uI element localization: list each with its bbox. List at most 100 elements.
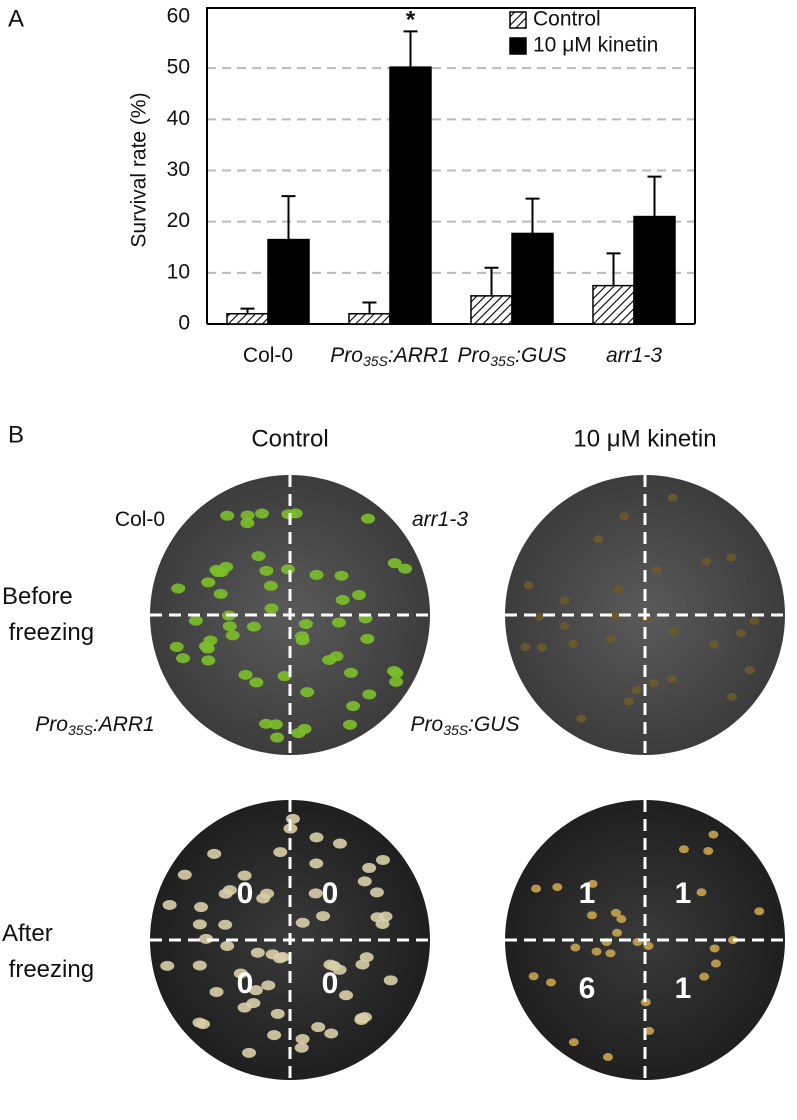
seedling <box>265 949 280 960</box>
seedling <box>667 493 678 502</box>
seedling <box>523 581 534 590</box>
bar <box>592 284 635 325</box>
seedling <box>545 978 556 987</box>
seedling <box>378 911 393 922</box>
y-tick-label: 60 <box>167 5 190 28</box>
seedling <box>640 998 651 1007</box>
seedling <box>334 570 349 581</box>
seedling <box>268 719 283 730</box>
seedling <box>309 832 324 843</box>
seedling <box>375 854 390 865</box>
photos <box>150 475 785 1080</box>
seedling <box>201 577 216 588</box>
seedling <box>699 972 710 981</box>
seedling <box>281 509 296 520</box>
bar <box>470 295 513 325</box>
seedling <box>651 565 662 574</box>
seedling <box>322 654 337 665</box>
seedling <box>308 888 323 899</box>
seedling <box>623 697 634 706</box>
seedling <box>298 618 313 629</box>
seedling <box>612 928 623 937</box>
error-bar <box>403 30 418 68</box>
seedling <box>222 621 237 632</box>
genotype-label: Pro35S:ARR1 <box>35 713 154 738</box>
seedling <box>389 676 404 687</box>
y-tick-label: 0 <box>178 312 190 335</box>
seedling <box>300 687 315 698</box>
seedling <box>323 959 338 970</box>
seedling <box>710 959 721 968</box>
row-label: After freezing <box>2 920 94 983</box>
survivor-count: 6 <box>579 972 596 1005</box>
error-bar <box>647 175 662 217</box>
seedling <box>351 590 366 601</box>
legend-swatch <box>509 37 527 55</box>
seedling <box>520 643 531 652</box>
seedling <box>667 674 678 683</box>
seedling <box>264 603 279 614</box>
column-heading: Control <box>251 425 328 452</box>
plot-frame <box>206 7 696 324</box>
seedling <box>192 960 207 971</box>
seedling <box>619 512 630 521</box>
seedling <box>605 634 616 643</box>
seedling <box>171 583 186 594</box>
seedling <box>536 643 547 652</box>
seedling <box>222 885 237 896</box>
seedling <box>267 1030 282 1041</box>
seedling <box>220 941 235 952</box>
legend-label: 10 μM kinetin <box>533 34 658 57</box>
seedling <box>169 641 184 652</box>
panel-label: A <box>8 5 24 32</box>
seedling <box>176 653 191 664</box>
seedling <box>528 972 539 981</box>
error-bar <box>240 307 255 314</box>
seedling <box>309 858 324 869</box>
seedling <box>203 635 218 646</box>
seedling <box>209 564 224 575</box>
y-axis-label: Survival rate (%) <box>128 92 151 247</box>
x-tick-label: Col-0 <box>243 344 293 367</box>
seedling <box>249 677 264 688</box>
seedling <box>727 936 738 945</box>
row-label: Before freezing <box>2 583 94 646</box>
seedling <box>559 596 570 605</box>
seedling <box>248 985 263 996</box>
seedling <box>309 569 324 580</box>
survivor-count: 0 <box>237 877 254 910</box>
survivor-count: 1 <box>675 877 692 910</box>
seedling <box>254 508 269 519</box>
quadrant-divider <box>150 475 430 755</box>
seedling <box>238 669 253 680</box>
seedling <box>398 563 413 574</box>
seedling <box>362 862 377 873</box>
seedling <box>362 689 377 700</box>
y-tick-label: 10 <box>167 260 190 283</box>
seedling <box>648 679 659 688</box>
seedling <box>324 1028 339 1039</box>
seedling <box>357 876 372 887</box>
seedling <box>668 627 679 636</box>
seedling <box>552 883 563 892</box>
error-bar <box>362 301 377 314</box>
seedling <box>273 847 288 858</box>
seedling <box>678 845 689 854</box>
seedling <box>644 1026 655 1035</box>
seedling <box>294 631 309 642</box>
column-heading: 10 μM kinetin <box>573 425 716 452</box>
seedling <box>587 879 598 888</box>
seedling <box>568 639 579 648</box>
seedling <box>251 551 266 562</box>
significance-marker: * <box>406 7 416 34</box>
error-bar <box>281 195 296 240</box>
seedling <box>631 686 642 695</box>
seedling <box>237 870 252 881</box>
seedling <box>361 513 376 524</box>
seedling <box>250 947 265 958</box>
error-bar <box>525 197 540 234</box>
seedling <box>534 612 545 621</box>
survivor-count: 0 <box>322 967 339 1000</box>
seedling <box>726 692 737 701</box>
genotype-label: Pro35S:GUS <box>411 713 520 738</box>
